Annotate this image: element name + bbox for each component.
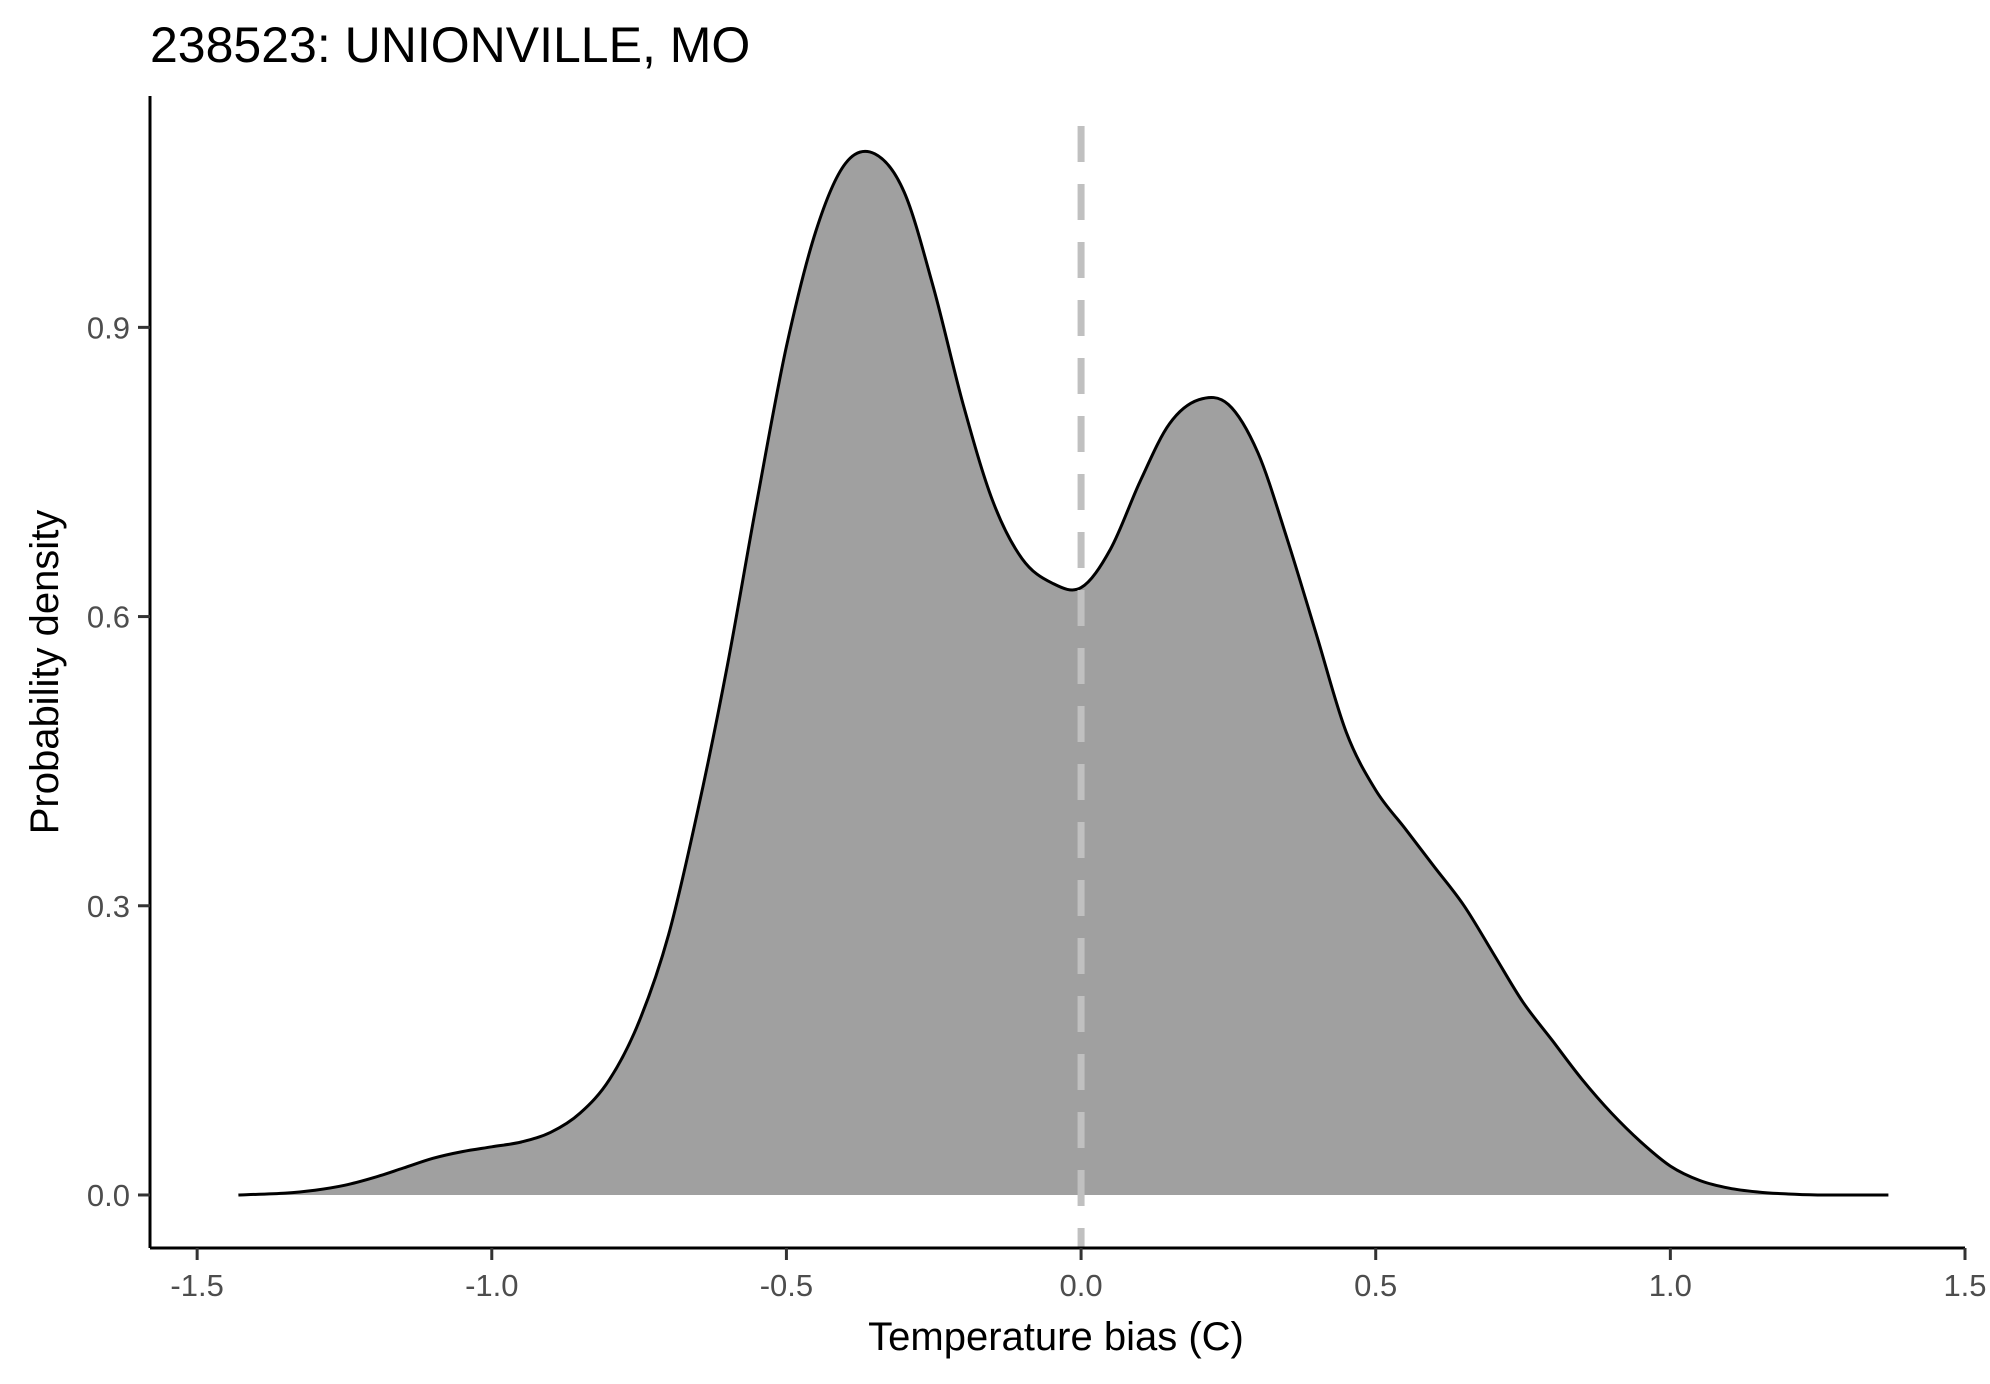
- x-axis-title: Temperature bias (C): [868, 1315, 1244, 1359]
- chart-title: 238523: UNIONVILLE, MO: [150, 17, 750, 73]
- y-tick-label: 0.3: [87, 889, 130, 924]
- x-tick-label: 0.0: [1060, 1268, 1103, 1303]
- x-tick-label: -0.5: [760, 1268, 813, 1303]
- x-axis-ticks: -1.5 -1.0 -0.5 0.0 0.5 1.0 1.5: [170, 1248, 1987, 1303]
- y-tick-label: 0.0: [87, 1178, 130, 1213]
- density-curve-line: [238, 149, 1889, 1197]
- density-area: [238, 151, 1889, 1196]
- y-tick-label: 0.6: [87, 600, 130, 635]
- y-axis-ticks: 0.0 0.3 0.6 0.9: [87, 310, 150, 1213]
- x-tick-label: -1.0: [465, 1268, 518, 1303]
- y-axis-title: Probability density: [23, 510, 67, 835]
- x-tick-label: -1.5: [170, 1268, 223, 1303]
- x-tick-label: 0.5: [1354, 1268, 1397, 1303]
- y-tick-label: 0.9: [87, 310, 130, 345]
- x-tick-label: 1.0: [1649, 1268, 1692, 1303]
- x-tick-label: 1.5: [1943, 1268, 1986, 1303]
